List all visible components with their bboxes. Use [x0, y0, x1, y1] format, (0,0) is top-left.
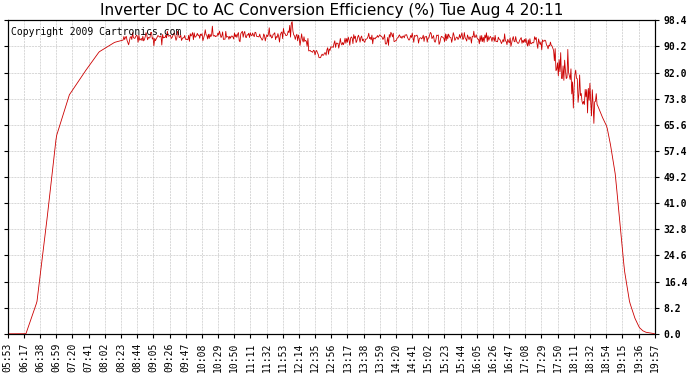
Text: Copyright 2009 Cartronics.com: Copyright 2009 Cartronics.com — [11, 27, 181, 37]
Title: Inverter DC to AC Conversion Efficiency (%) Tue Aug 4 20:11: Inverter DC to AC Conversion Efficiency … — [99, 3, 563, 18]
